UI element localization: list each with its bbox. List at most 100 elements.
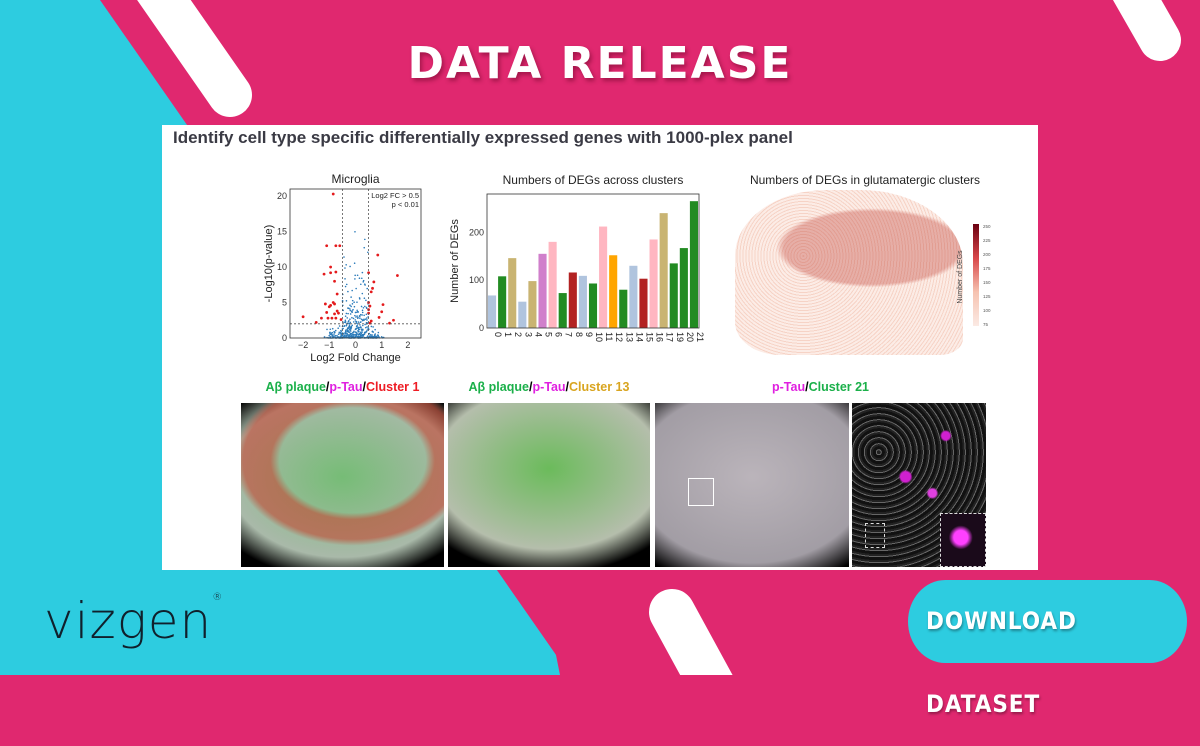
volcano-point-nonsignificant <box>365 299 367 302</box>
volcano-point-significant <box>333 302 336 306</box>
volcano-point-nonsignificant <box>360 321 362 323</box>
volcano-point-nonsignificant <box>344 319 347 322</box>
bar-5 <box>538 253 547 328</box>
volcano-point-nonsignificant <box>342 332 345 335</box>
volcano-point-nonsignificant <box>349 304 351 307</box>
volcano-point-nonsignificant <box>330 333 332 336</box>
volcano-point-nonsignificant <box>354 274 356 277</box>
bar-8 <box>568 272 577 328</box>
volcano-point-nonsignificant <box>345 325 348 327</box>
colorbar-tick: 100 <box>983 308 991 313</box>
volcano-point-nonsignificant <box>349 333 352 336</box>
volcano-point-nonsignificant <box>354 230 356 233</box>
volcano-title: Microglia <box>331 172 379 186</box>
volcano-point-nonsignificant <box>346 329 348 331</box>
volcano-point-nonsignificant <box>360 277 363 280</box>
volcano-point-nonsignificant <box>363 283 366 285</box>
volcano-point-significant <box>326 316 330 320</box>
volcano-point-nonsignificant <box>359 334 362 337</box>
volcano-point-nonsignificant <box>365 306 368 309</box>
volcano-point-significant <box>331 192 335 196</box>
volcano-point-nonsignificant <box>353 330 355 333</box>
volcano-point-nonsignificant <box>340 334 343 336</box>
volcano-point-nonsignificant <box>380 335 383 338</box>
volcano-point-nonsignificant <box>363 333 366 336</box>
volcano-point-nonsignificant <box>352 321 355 323</box>
volcano-point-nonsignificant <box>350 325 353 328</box>
volcano-ytick: 0 <box>282 333 287 343</box>
volcano-point-nonsignificant <box>344 267 346 269</box>
bar-xtick: 17 <box>665 332 675 342</box>
image-label-cluster-21: p-Tau/Cluster 21 <box>771 380 870 394</box>
volcano-point-significant <box>339 318 343 321</box>
volcano-point-nonsignificant <box>329 328 332 331</box>
volcano-point-nonsignificant <box>370 335 372 338</box>
volcano-point-significant <box>329 271 333 275</box>
bar-xtick: 8 <box>574 332 584 337</box>
volcano-point-nonsignificant <box>362 279 365 282</box>
bar-xtick: 12 <box>614 332 624 342</box>
volcano-point-nonsignificant <box>347 336 349 338</box>
bar-xtick: 21 <box>695 332 705 342</box>
volcano-xtick: 0 <box>353 340 358 350</box>
volcano-point-nonsignificant <box>331 327 334 330</box>
volcano-point-significant <box>333 279 336 283</box>
volcano-point-significant <box>327 305 331 309</box>
image-label-cluster-13: Aβ plaque/p-Tau/Cluster 13 <box>468 380 630 394</box>
bar-xtick: 7 <box>564 332 574 337</box>
volcano-point-nonsignificant <box>364 305 366 308</box>
volcano-point-nonsignificant <box>338 325 341 327</box>
volcano-point-nonsignificant <box>363 319 365 321</box>
volcano-point-nonsignificant <box>366 335 369 337</box>
bar-xtick: 10 <box>594 332 604 342</box>
volcano-point-nonsignificant <box>344 315 347 317</box>
bar-xtick: 16 <box>655 332 665 342</box>
volcano-point-nonsignificant <box>371 334 373 336</box>
volcano-point-nonsignificant <box>370 325 373 328</box>
volcano-point-nonsignificant <box>353 334 356 336</box>
volcano-point-nonsignificant <box>359 313 362 316</box>
download-dataset-button[interactable]: DOWNLOAD DATASET <box>908 580 1187 718</box>
volcano-point-nonsignificant <box>364 238 366 241</box>
volcano-point-nonsignificant <box>348 319 350 322</box>
volcano-point-nonsignificant <box>333 333 335 335</box>
volcano-point-nonsignificant <box>363 297 366 300</box>
bar-ytick: 100 <box>469 275 484 285</box>
volcano-point-nonsignificant <box>348 322 350 325</box>
volcano-point-nonsignificant <box>340 330 343 332</box>
colorbar-tick: 125 <box>983 294 991 299</box>
volcano-point-significant <box>329 265 333 269</box>
volcano-frame <box>289 188 422 339</box>
colorbar-label: Number of DEGs <box>957 250 964 304</box>
microscopy-image-cluster-1 <box>241 403 444 567</box>
volcano-point-nonsignificant <box>344 332 347 335</box>
volcano-point-nonsignificant <box>349 308 351 310</box>
colorbar-tick: 200 <box>983 252 991 257</box>
volcano-point-nonsignificant <box>360 283 362 286</box>
volcano-point-nonsignificant <box>350 310 353 313</box>
volcano-point-significant <box>371 286 374 290</box>
volcano-point-nonsignificant <box>361 314 363 316</box>
bar-ytick: 200 <box>469 227 484 237</box>
volcano-point-significant <box>335 309 339 313</box>
volcano-point-nonsignificant <box>349 332 352 335</box>
microscopy-zoom-inset <box>852 403 986 567</box>
volcano-point-nonsignificant <box>357 326 360 329</box>
heatmap-brain-image <box>735 190 963 355</box>
white-pill-bottom <box>649 589 733 675</box>
volcano-point-nonsignificant <box>346 334 349 336</box>
inset-box-small <box>865 523 885 548</box>
bar-ylabel: Number of DEGs <box>449 219 461 303</box>
volcano-point-nonsignificant <box>344 285 347 288</box>
volcano-point-nonsignificant <box>342 335 345 338</box>
volcano-point-nonsignificant <box>367 251 369 254</box>
volcano-point-nonsignificant <box>361 330 363 332</box>
volcano-point-nonsignificant <box>360 305 363 308</box>
volcano-point-nonsignificant <box>363 314 365 317</box>
volcano-point-nonsignificant <box>352 317 355 320</box>
volcano-point-nonsignificant <box>356 301 358 303</box>
volcano-point-nonsignificant <box>337 333 340 335</box>
volcano-point-significant <box>330 316 334 320</box>
volcano-point-nonsignificant <box>361 311 364 314</box>
volcano-point-nonsignificant <box>366 329 368 332</box>
